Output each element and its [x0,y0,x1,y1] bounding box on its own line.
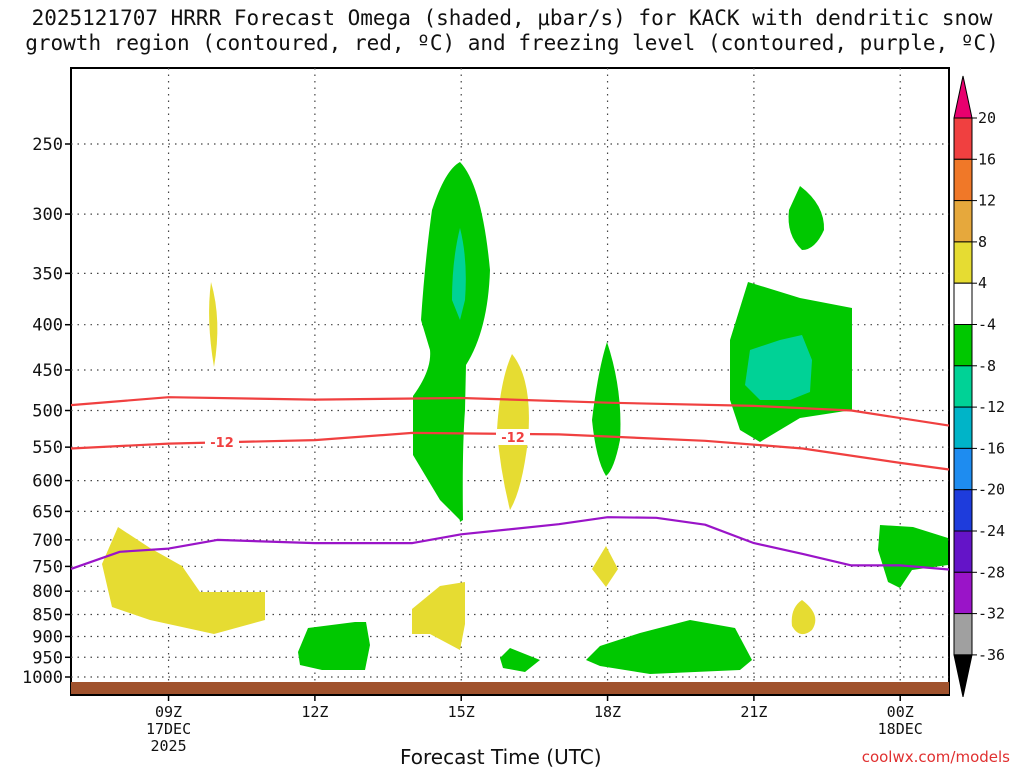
omega-green-region-2 [413,396,463,520]
x-tick-label: 00Z [887,703,914,721]
colorbar-tick-label: -20 [978,481,1005,499]
credit-text: coolwx.com/models [861,748,1010,766]
x-tick-date: 17DEC [146,720,191,738]
omega-yellow-region-6 [791,600,816,635]
y-tick-label: 350 [32,264,63,284]
omega-green-region-9 [500,648,540,672]
omega-green-region-10 [586,620,752,674]
x-tick-label: 12Z [301,703,328,721]
y-tick-label: 250 [32,135,63,155]
colorbar-segment [953,200,973,243]
contour-label-bg-2 [496,429,530,445]
chart-title-line-1: 2025121707 HRRR Forecast Omega (shaded, … [31,6,993,30]
colorbar-segment [953,158,973,202]
colorbar-tick-label: -24 [978,522,1005,540]
contour-label-1: -12 [210,436,234,451]
contour-label-2: -12 [501,431,525,446]
y-tick-label: 900 [32,627,63,647]
x-tick-date: 18DEC [878,720,923,738]
y-tick-label: 450 [32,361,63,381]
omega-green-region-1 [413,162,490,522]
colorbar-tick-label: -8 [978,357,996,375]
y-axis: 2503003504004505005506006507007508008509… [22,135,71,688]
y-tick-label: 950 [32,648,63,668]
omega-yellow-region-1 [209,282,218,367]
colorbar-segment [953,489,973,532]
chart-title-line-2: growth region (contoured, red, ºC) and f… [25,31,999,55]
colorbar: 20 16 12 8 4 -4 -8 -12 -16 -20 -24 -28 -32 -36 [953,75,1005,698]
colorbar-tick-label: 8 [978,233,987,251]
colorbar-tick-label: -32 [978,605,1005,623]
colorbar-tick-label: 16 [978,150,996,168]
y-tick-label: 600 [32,472,63,492]
y-tick-label: 550 [32,438,63,458]
omega-green-region-3 [452,228,466,320]
y-tick-label: 700 [32,531,63,551]
y-tick-label: 650 [32,502,63,522]
colorbar-segment [953,406,973,449]
ground-strip [71,682,949,694]
omega-yellow-region-3 [412,582,465,650]
omega-teal-region [745,335,812,400]
x-tick-label: 15Z [448,703,475,721]
y-tick-label: 400 [32,316,63,336]
x-tick-label: 21Z [740,703,767,721]
omega-green-region-8 [298,622,370,670]
colorbar-segment [953,613,973,656]
colorbar-segment [953,282,973,326]
freezing-level-line [70,516,950,571]
omega-green-region-4 [592,342,621,476]
colorbar-top-triangle [953,75,973,119]
colorbar-segment [953,241,973,284]
y-tick-label: 750 [32,557,63,577]
omega-yellow-region-2 [102,527,265,634]
colorbar-bottom-triangle [953,654,973,698]
colorbar-tick-label: 20 [978,109,996,127]
contour-label-bg-1 [205,434,239,450]
colorbar-segment [953,571,973,615]
omega-green-region-5 [788,186,825,250]
colorbar-segment [953,117,973,160]
colorbar-tick-label: 4 [978,274,987,292]
colorbar-segment [953,365,973,408]
x-tick-year: 2025 [150,737,186,755]
omega-green-region-7 [878,525,948,588]
x-axis-label: Forecast Time (UTC) [400,745,602,769]
colorbar-tick-label: -16 [978,439,1005,457]
y-tick-label: 300 [32,205,63,225]
colorbar-segment [953,324,973,367]
y-tick-label: 800 [32,582,63,602]
omega-yellow-region-5 [592,546,618,587]
dgz-isotherm-line [70,396,950,427]
y-tick-label: 1000 [22,668,63,688]
x-tick-label: 09Z [155,703,182,721]
colorbar-tick-label: -12 [978,398,1005,416]
colorbar-segment [953,447,973,491]
colorbar-tick-label: -28 [978,563,1005,581]
colorbar-segment [953,530,973,573]
y-tick-label: 500 [32,402,63,422]
y-tick-label: 850 [32,606,63,626]
colorbar-tick-label: -4 [978,316,996,334]
colorbar-tick-label: 12 [978,192,996,210]
x-tick-label: 18Z [594,703,621,721]
omega-shading [102,162,948,674]
colorbar-tick-label: -36 [978,646,1005,664]
